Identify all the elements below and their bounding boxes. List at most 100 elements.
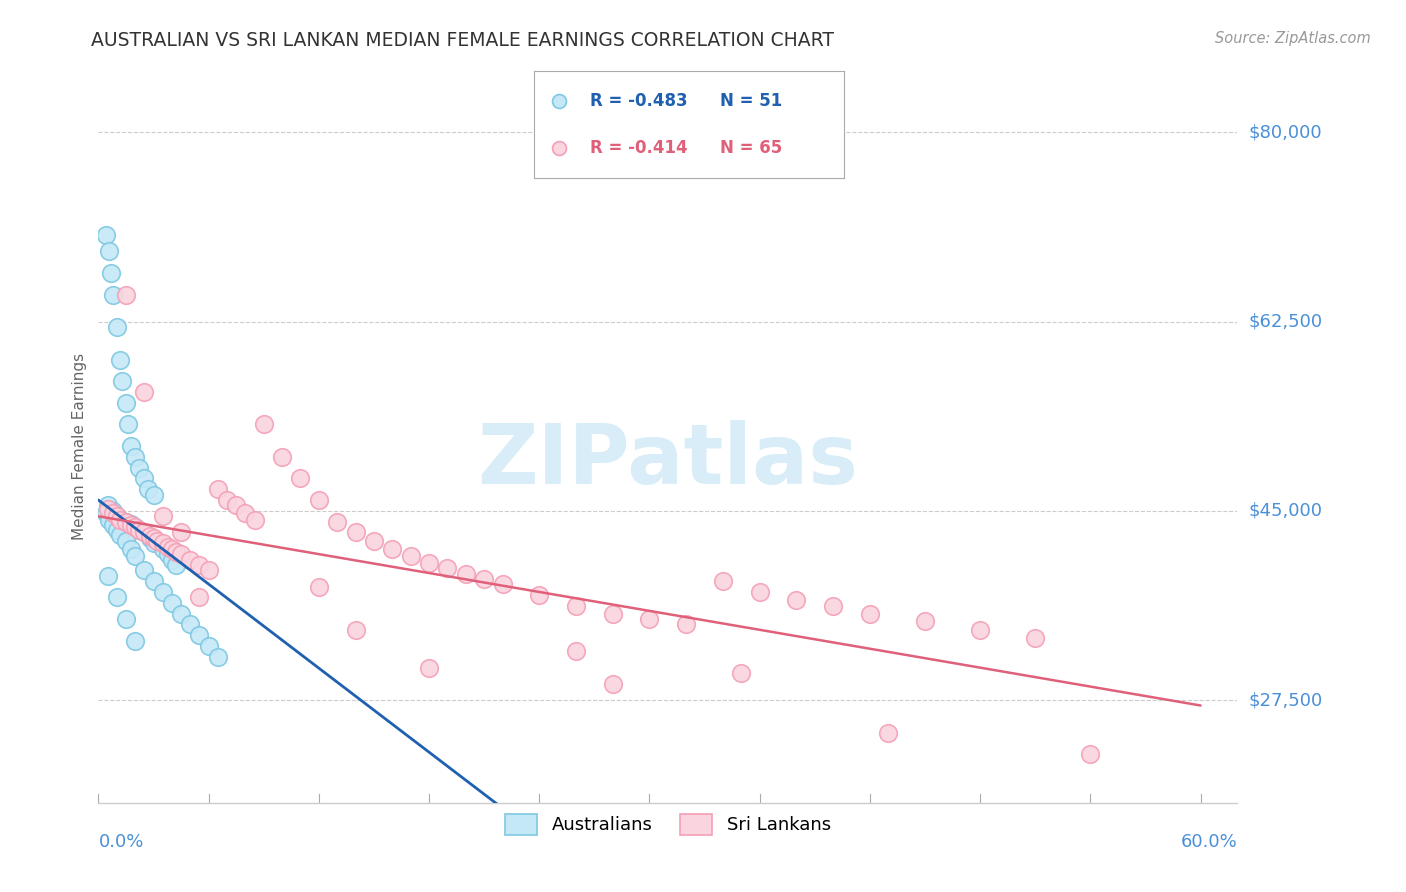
Point — [859, 607, 882, 621]
Point — [134, 384, 156, 399]
Point — [152, 536, 174, 550]
Text: AUSTRALIAN VS SRI LANKAN MEDIAN FEMALE EARNINGS CORRELATION CHART: AUSTRALIAN VS SRI LANKAN MEDIAN FEMALE E… — [91, 31, 834, 50]
Point — [418, 660, 440, 674]
Point — [823, 599, 845, 613]
Point — [111, 374, 134, 388]
Text: $80,000: $80,000 — [1249, 123, 1322, 142]
Point — [121, 439, 143, 453]
Point — [128, 460, 150, 475]
Point — [730, 666, 752, 681]
Point — [142, 536, 165, 550]
Point — [115, 287, 138, 301]
Point — [115, 396, 138, 410]
Point — [253, 417, 276, 432]
Point — [188, 558, 211, 572]
Point — [170, 547, 193, 561]
Point — [134, 563, 156, 577]
Point — [344, 623, 367, 637]
Point — [105, 524, 128, 538]
Point — [115, 534, 138, 549]
Point — [105, 509, 128, 524]
Point — [94, 506, 117, 520]
Point — [235, 506, 257, 520]
Point — [170, 607, 193, 621]
Point — [529, 588, 551, 602]
Point — [134, 471, 156, 485]
Text: R = -0.483: R = -0.483 — [591, 93, 688, 111]
Point — [675, 617, 697, 632]
Point — [785, 592, 807, 607]
Text: N = 51: N = 51 — [720, 93, 782, 111]
Point — [160, 541, 183, 556]
Point — [121, 516, 143, 531]
Point — [142, 488, 165, 502]
Point — [170, 525, 193, 540]
Point — [105, 320, 128, 334]
Point — [157, 547, 180, 561]
Point — [197, 639, 219, 653]
Point — [243, 512, 266, 526]
Point — [454, 566, 477, 581]
Point — [124, 520, 146, 534]
Text: $62,500: $62,500 — [1249, 313, 1323, 331]
Point — [308, 580, 330, 594]
Point — [101, 517, 124, 532]
Point — [877, 725, 900, 739]
Point — [110, 352, 132, 367]
Legend: Australians, Sri Lankans: Australians, Sri Lankans — [496, 805, 839, 844]
Point — [110, 527, 132, 541]
Point — [491, 577, 513, 591]
Point — [165, 545, 187, 559]
Text: $27,500: $27,500 — [1249, 691, 1323, 709]
Point — [124, 549, 146, 564]
Point — [969, 623, 991, 637]
Point — [124, 633, 146, 648]
Point — [101, 506, 124, 520]
Point — [115, 515, 138, 529]
Point — [97, 568, 120, 582]
Point — [748, 585, 770, 599]
Text: ZIPatlas: ZIPatlas — [478, 420, 858, 500]
Point — [139, 529, 162, 543]
Point — [105, 509, 128, 524]
Point — [565, 644, 588, 658]
Point — [152, 541, 174, 556]
Point — [142, 574, 165, 589]
Point — [1078, 747, 1101, 761]
Point — [188, 591, 211, 605]
Point — [711, 574, 734, 589]
Point — [1024, 632, 1046, 646]
Point — [97, 499, 120, 513]
Point — [98, 512, 121, 526]
Point — [157, 540, 180, 554]
Point — [418, 556, 440, 570]
Point — [344, 525, 367, 540]
Point — [121, 517, 143, 532]
Point — [165, 558, 187, 572]
Point — [117, 417, 139, 432]
Point — [326, 515, 349, 529]
Point — [179, 617, 201, 632]
Point — [197, 563, 219, 577]
Point — [152, 509, 174, 524]
Point — [215, 493, 238, 508]
Point — [308, 493, 330, 508]
Point — [179, 552, 201, 566]
Point — [142, 531, 165, 545]
Point — [160, 552, 183, 566]
Point — [110, 512, 132, 526]
Point — [399, 549, 422, 564]
Point — [121, 541, 143, 556]
Point — [602, 607, 624, 621]
Point — [97, 501, 120, 516]
Point — [100, 266, 122, 280]
Point — [914, 614, 936, 628]
Point — [363, 534, 385, 549]
Point — [124, 520, 146, 534]
Point — [124, 450, 146, 464]
Point — [160, 596, 183, 610]
Point — [146, 534, 169, 549]
Text: N = 65: N = 65 — [720, 139, 782, 157]
Text: 60.0%: 60.0% — [1181, 833, 1237, 851]
Point — [565, 599, 588, 613]
